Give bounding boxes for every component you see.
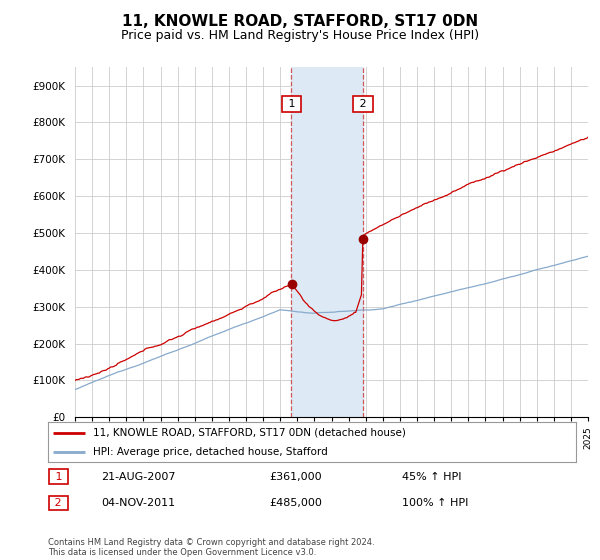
Text: 45% ↑ HPI: 45% ↑ HPI	[402, 472, 461, 482]
Text: 11, KNOWLE ROAD, STAFFORD, ST17 0DN (detached house): 11, KNOWLE ROAD, STAFFORD, ST17 0DN (det…	[93, 428, 406, 438]
Text: £361,000: £361,000	[270, 472, 322, 482]
Text: 04-NOV-2011: 04-NOV-2011	[101, 498, 175, 508]
Text: 1: 1	[284, 99, 299, 109]
Text: Price paid vs. HM Land Registry's House Price Index (HPI): Price paid vs. HM Land Registry's House …	[121, 29, 479, 42]
Text: 2: 2	[356, 99, 370, 109]
Text: 21-AUG-2007: 21-AUG-2007	[101, 472, 175, 482]
Text: £485,000: £485,000	[270, 498, 323, 508]
Text: 11, KNOWLE ROAD, STAFFORD, ST17 0DN: 11, KNOWLE ROAD, STAFFORD, ST17 0DN	[122, 14, 478, 29]
Text: HPI: Average price, detached house, Stafford: HPI: Average price, detached house, Staf…	[93, 447, 328, 457]
Bar	[291, 67, 363, 417]
Text: 100% ↑ HPI: 100% ↑ HPI	[402, 498, 468, 508]
Text: 1: 1	[52, 472, 65, 482]
Text: 2: 2	[52, 498, 65, 508]
Text: Contains HM Land Registry data © Crown copyright and database right 2024.
This d: Contains HM Land Registry data © Crown c…	[48, 538, 374, 557]
